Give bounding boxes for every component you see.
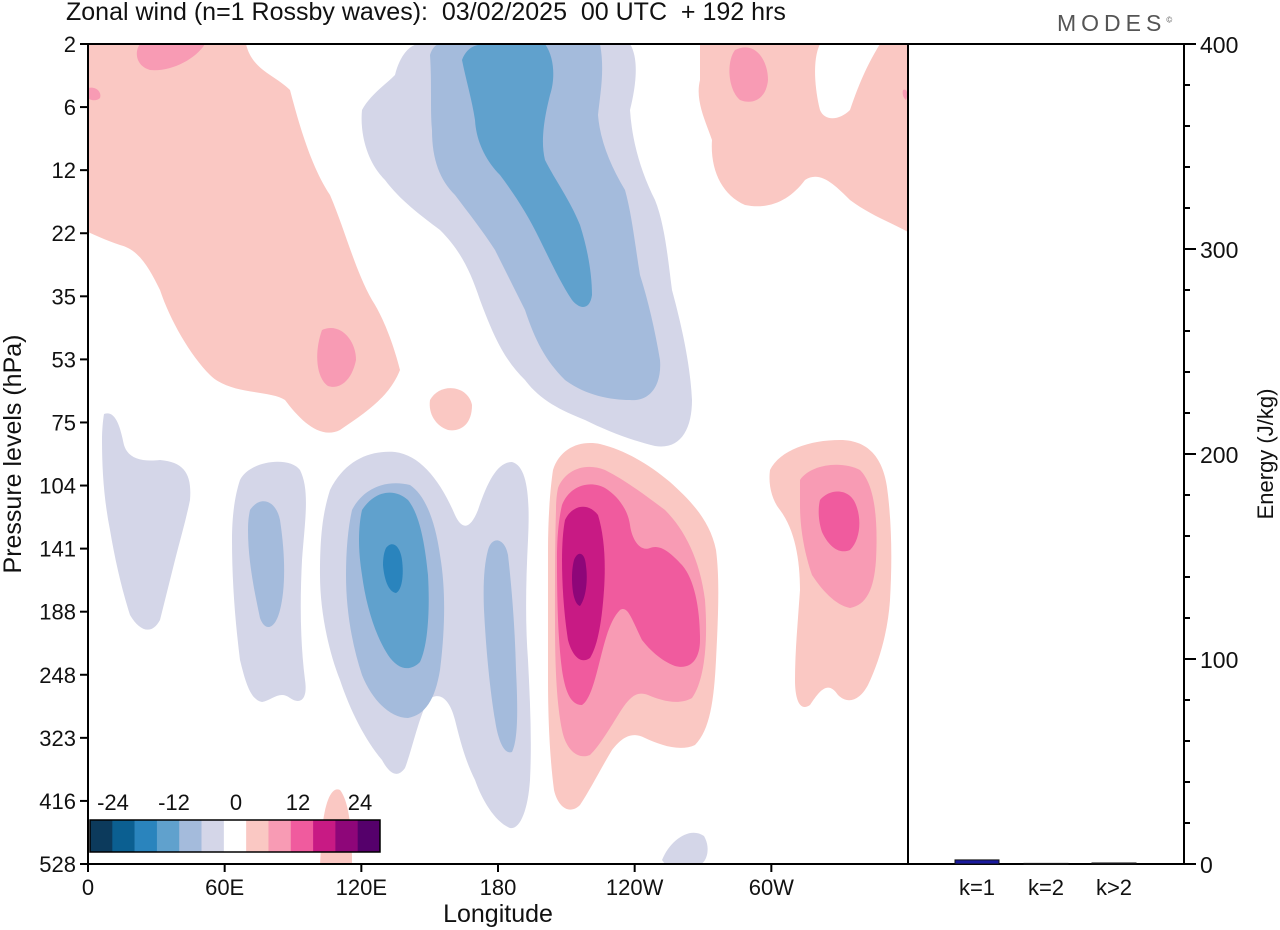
brand-mark: © [1166, 15, 1173, 25]
colorbar-label: 24 [348, 790, 372, 815]
energy-tick-label: 100 [1200, 647, 1238, 673]
contour-region-neg-12 [248, 501, 285, 628]
x-tick-label: 0 [82, 875, 94, 900]
colorbar-swatch [134, 820, 158, 852]
y-tick-label: 2 [64, 32, 76, 57]
heatmap-y-ticks: 2 6 12 22 35 53 75 104 141 188 248 323 416 528 [39, 32, 88, 877]
contour-region-pos-12 [88, 44, 205, 71]
colorbar-swatch [223, 820, 247, 852]
y-tick-label: 12 [52, 158, 76, 183]
contour-region-neg-6 [662, 832, 708, 864]
y-tick-label: 188 [39, 600, 76, 625]
contour-region-neg-6 [102, 413, 191, 630]
colorbar-label: 0 [230, 790, 242, 815]
energy-tick-label: 0 [1200, 852, 1213, 878]
x-tick-label: 120E [336, 875, 387, 900]
heatmap-field [88, 44, 908, 864]
y-axis-label: Pressure levels (hPa) [0, 335, 27, 574]
bar-category-label: k=2 [1028, 875, 1064, 900]
heatmap-x-ticks: 0 60E 120E 180 120W 60W [82, 864, 794, 900]
bar-category-label: k=1 [959, 875, 995, 900]
y-tick-label: 53 [52, 347, 76, 372]
colorbar: -24 -12 0 12 24 [89, 790, 381, 853]
contour-region-pos-12 [88, 87, 101, 101]
colorbar-swatch [290, 820, 314, 852]
y-tick-label: 528 [39, 852, 76, 877]
energy-bar-k=1 [954, 859, 1000, 865]
contour-region-neg-3 [815, 44, 880, 119]
energy-bar-k>2 [1091, 862, 1137, 865]
contour-region-pos-12 [317, 328, 356, 387]
colorbar-swatch [268, 820, 292, 852]
y-tick-label: 323 [39, 726, 76, 751]
y-tick-label: 35 [52, 284, 76, 309]
bar-marks: k=1 k=2 k>2 [954, 859, 1137, 900]
bar-y-axis: 0 100 200 300 400 [1184, 32, 1238, 878]
energy-bar-k=2 [1023, 862, 1069, 865]
contour-region-neg-18 [462, 44, 592, 307]
x-tick-label: 60E [205, 875, 244, 900]
contour-region-neg-24 [383, 544, 403, 593]
energy-tick-label: 400 [1200, 32, 1238, 58]
energy-tick-label: 300 [1200, 237, 1238, 263]
y-tick-label: 416 [39, 789, 76, 814]
contour-region-pos-18 [818, 491, 860, 552]
energy-tick-label: 200 [1200, 442, 1238, 468]
colorbar-swatch [357, 820, 381, 852]
colorbar-label: -12 [158, 790, 190, 815]
contour-region-pos-6 [88, 44, 400, 433]
y-tick-label: 141 [39, 537, 76, 562]
y-tick-label: 104 [39, 474, 76, 499]
bar-y-axis-label: Energy (J/kg) [1253, 389, 1278, 520]
y-tick-label: 248 [39, 663, 76, 688]
x-tick-label: 120W [606, 875, 664, 900]
colorbar-swatch [201, 820, 225, 852]
contour-region-pos-12 [729, 47, 768, 102]
bar-category-label: k>2 [1096, 875, 1132, 900]
contour-region-pos-6 [429, 388, 472, 431]
colorbar-swatch [90, 820, 113, 852]
brand-text: MODES [1057, 10, 1167, 36]
x-tick-label: 60W [749, 875, 794, 900]
colorbar-swatch [112, 820, 135, 852]
colorbar-label: 12 [286, 790, 310, 815]
x-axis-label: Longitude [443, 900, 553, 928]
colorbar-swatch [313, 820, 336, 852]
colorbar-frame [89, 819, 381, 853]
colorbar-swatch [246, 820, 269, 852]
contour-region-neg-12 [483, 540, 518, 753]
colorbar-swatch [335, 820, 358, 852]
y-tick-label: 75 [52, 410, 76, 435]
colorbar-label: -24 [97, 790, 129, 815]
colorbar-swatch [156, 820, 180, 852]
colorbar-swatch [179, 820, 202, 852]
brand-logo: MODES© [1057, 10, 1172, 37]
y-tick-label: 22 [52, 221, 76, 246]
x-tick-label: 180 [480, 875, 517, 900]
contour-region-pos-30 [572, 553, 587, 606]
y-tick-label: 6 [64, 95, 76, 120]
contour-region-pos-12 [902, 89, 908, 100]
chart-title: Zonal wind (n=1 Rossby waves): 03/02/202… [66, 0, 786, 26]
